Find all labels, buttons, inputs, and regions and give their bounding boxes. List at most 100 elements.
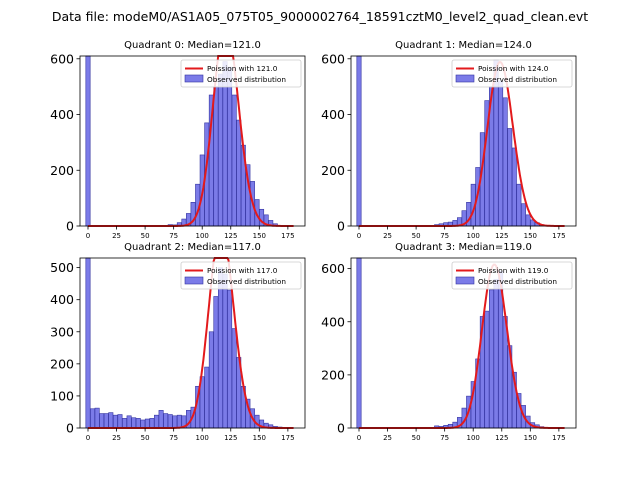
y-tick-label: 100 bbox=[50, 388, 74, 403]
histogram-bar bbox=[172, 415, 178, 429]
axes-frame bbox=[79, 55, 306, 227]
histogram-bar bbox=[356, 55, 362, 227]
histogram-bar bbox=[117, 414, 123, 429]
x-tick-label: 150 bbox=[524, 434, 537, 442]
histogram-bar bbox=[222, 273, 228, 429]
histogram-bar bbox=[236, 119, 242, 227]
x-tick-label: 150 bbox=[524, 232, 537, 240]
histogram-bar bbox=[163, 413, 169, 429]
y-tick-label: 500 bbox=[50, 260, 74, 275]
legend-bar-swatch bbox=[455, 276, 475, 285]
x-tick-label: 0 bbox=[357, 434, 361, 442]
x-tick-label: 75 bbox=[440, 232, 449, 240]
x-tick-label: 75 bbox=[169, 232, 178, 240]
x-tick-label: 0 bbox=[86, 232, 90, 240]
subplot-0: Quadrant 0: Median=121.0 0 200 400 600 0 25 50 7… bbox=[50, 40, 306, 240]
histogram-bar bbox=[85, 55, 91, 227]
y-tick-label: 400 bbox=[321, 107, 345, 122]
histogram-bar bbox=[131, 417, 137, 429]
x-tick-label: 175 bbox=[552, 232, 565, 240]
legend-box bbox=[180, 59, 302, 88]
y-tick-label: 200 bbox=[321, 367, 345, 382]
x-tick-label: 25 bbox=[383, 434, 392, 442]
histogram-bar bbox=[126, 415, 132, 429]
x-tick-label: 175 bbox=[552, 434, 565, 442]
x-tick-label: 75 bbox=[440, 434, 449, 442]
y-tick-label: 200 bbox=[50, 163, 74, 178]
x-tick-label: 25 bbox=[112, 232, 121, 240]
histogram-bar bbox=[231, 94, 237, 227]
subplot-title: Quadrant 0: Median=121.0 bbox=[124, 40, 261, 51]
axes-frame bbox=[350, 257, 577, 429]
histogram-bar bbox=[158, 410, 164, 429]
histogram-bar bbox=[507, 128, 513, 227]
subplot-title: Quadrant 3: Median=119.0 bbox=[395, 242, 532, 253]
histogram-bar bbox=[231, 328, 237, 429]
legend-label-fit: Poission with 124.0 bbox=[478, 64, 549, 73]
subplot-title: Quadrant 1: Median=124.0 bbox=[395, 40, 532, 51]
histogram-bar bbox=[140, 419, 146, 429]
histogram-bar bbox=[511, 147, 517, 227]
histogram-bar bbox=[103, 413, 109, 429]
histogram-bar bbox=[90, 408, 96, 429]
legend-box bbox=[180, 261, 302, 290]
subplot-3: Quadrant 3: Median=119.0 0 200 400 600 0 25 50 7… bbox=[321, 242, 577, 442]
x-tick-label: 75 bbox=[169, 434, 178, 442]
figure-title: Data file: modeM0/AS1A05_075T05_90000027… bbox=[52, 9, 588, 24]
histogram-bar bbox=[149, 418, 155, 429]
x-tick-label: 0 bbox=[86, 434, 90, 442]
legend: Poission with 117.0 Observed distribution bbox=[180, 261, 302, 290]
histogram-bar bbox=[144, 418, 150, 429]
y-tick-label: 600 bbox=[321, 261, 345, 276]
histogram-bar bbox=[99, 413, 105, 429]
histogram-bar bbox=[85, 257, 91, 429]
x-tick-label: 100 bbox=[196, 434, 209, 442]
axes-frame bbox=[79, 257, 306, 429]
legend-bar-swatch bbox=[455, 74, 475, 83]
y-tick-label: 600 bbox=[50, 51, 74, 66]
legend-label-fit: Poission with 117.0 bbox=[207, 266, 278, 275]
histogram-bar bbox=[227, 289, 233, 429]
x-tick-label: 125 bbox=[224, 232, 237, 240]
x-tick-label: 25 bbox=[383, 232, 392, 240]
x-tick-label: 100 bbox=[467, 232, 480, 240]
x-tick-label: 175 bbox=[281, 232, 294, 240]
y-tick-label: 0 bbox=[337, 421, 345, 436]
histogram-bar bbox=[208, 331, 214, 429]
histogram-bar bbox=[489, 289, 494, 429]
histogram-bar bbox=[213, 296, 219, 429]
y-tick-label: 0 bbox=[66, 421, 74, 436]
histogram-bar bbox=[520, 203, 526, 227]
histogram-bar bbox=[167, 414, 173, 429]
histogram-bar bbox=[498, 80, 504, 227]
y-tick-label: 0 bbox=[66, 219, 74, 234]
x-tick-label: 100 bbox=[196, 232, 209, 240]
legend-label-fit: Poission with 121.0 bbox=[207, 64, 278, 73]
subplot-2: Quadrant 2: Median=117.00100200300400500… bbox=[50, 242, 306, 442]
x-tick-label: 50 bbox=[141, 434, 150, 442]
histogram-bar bbox=[176, 414, 182, 429]
x-tick-label: 25 bbox=[112, 434, 121, 442]
subplot-title: Quadrant 2: Median=117.0 bbox=[124, 242, 261, 253]
legend: Poission with 121.0 Observed distribution bbox=[180, 59, 302, 88]
histogram-bar bbox=[94, 407, 100, 429]
legend-box bbox=[451, 261, 573, 290]
x-tick-label: 150 bbox=[253, 232, 266, 240]
x-tick-label: 100 bbox=[467, 434, 480, 442]
legend-label-fit: Poission with 119.0 bbox=[478, 266, 549, 275]
histogram-bar bbox=[218, 267, 223, 429]
legend-bar-swatch bbox=[184, 74, 204, 83]
x-tick-label: 50 bbox=[412, 232, 421, 240]
axes-frame bbox=[350, 55, 577, 227]
histogram-bar bbox=[108, 412, 114, 429]
x-tick-label: 50 bbox=[412, 434, 421, 442]
histogram-bar bbox=[356, 257, 362, 429]
histogram-bar bbox=[502, 97, 508, 227]
x-tick-label: 0 bbox=[357, 232, 361, 240]
x-tick-label: 125 bbox=[495, 434, 508, 442]
y-tick-label: 200 bbox=[50, 356, 74, 371]
histogram-bar bbox=[493, 278, 499, 429]
y-tick-label: 200 bbox=[321, 163, 345, 178]
x-tick-label: 125 bbox=[224, 434, 237, 442]
